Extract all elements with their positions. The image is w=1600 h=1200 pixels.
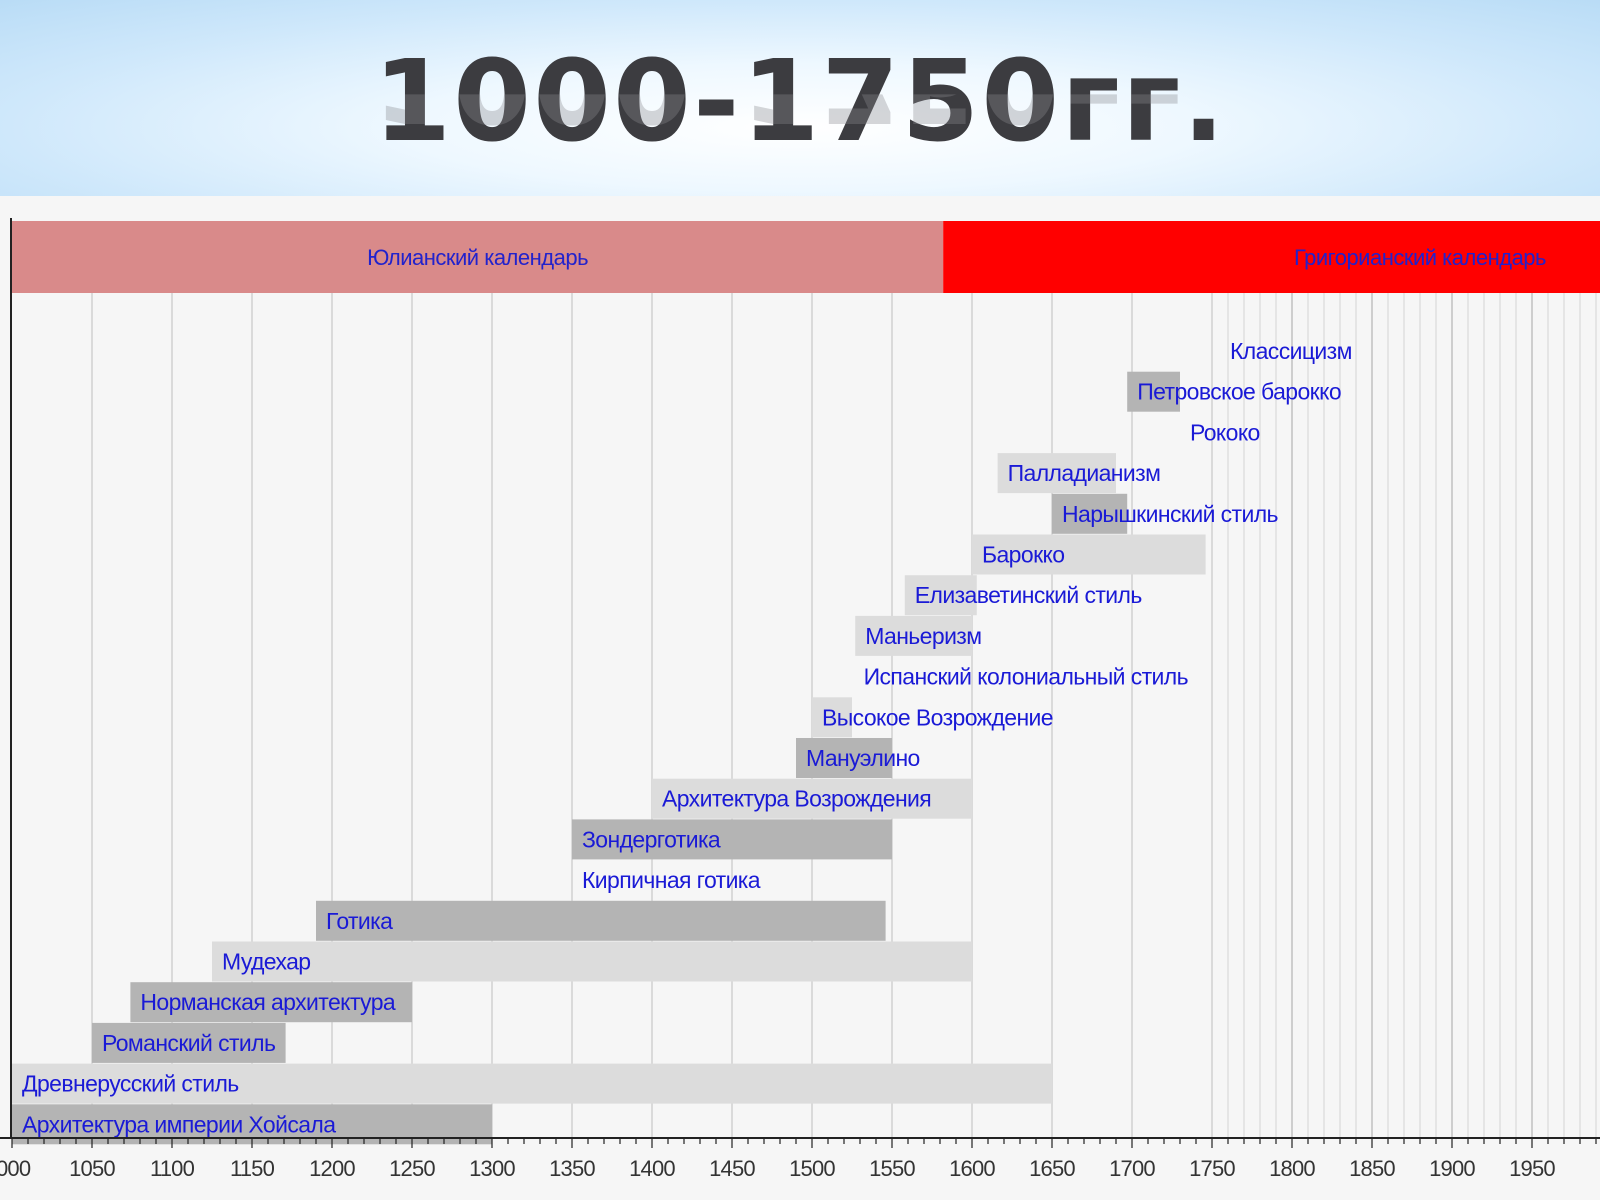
- style-label: Архитектура империи Хойсала: [22, 1111, 336, 1137]
- x-tick-label: 1250: [389, 1156, 435, 1181]
- x-tick-label: 1400: [629, 1156, 675, 1181]
- style-bar: [812, 697, 852, 738]
- x-tick-label: 1750: [1189, 1156, 1235, 1181]
- style-label: Древнерусский стиль: [22, 1071, 239, 1097]
- style-label: Маньеризм: [865, 623, 981, 649]
- x-tick-label: 1900: [1429, 1156, 1475, 1181]
- calendar-band-label: Юлианский календарь: [367, 245, 588, 270]
- style-bar: [972, 534, 1206, 575]
- style-bar: [1052, 493, 1128, 534]
- x-tick-label: 1650: [1029, 1156, 1075, 1181]
- x-tick-label: 1700: [1109, 1156, 1155, 1181]
- style-label: Мануэлино: [806, 745, 920, 771]
- x-tick-label: 000: [0, 1156, 31, 1181]
- style-label: Классицизм: [1230, 338, 1352, 364]
- style-label: Мудехар: [222, 949, 311, 975]
- style-bar: [1127, 371, 1180, 412]
- calendar-band: [943, 221, 1600, 293]
- style-label: Романский стиль: [102, 1030, 276, 1056]
- style-label: Норманская архитектура: [140, 989, 395, 1015]
- style-label: Петровское барокко: [1137, 379, 1341, 405]
- x-tick-label: 1350: [549, 1156, 595, 1181]
- x-tick-label: 1550: [869, 1156, 915, 1181]
- style-bar: [904, 575, 977, 616]
- style-label: Нарышкинский стиль: [1062, 501, 1279, 527]
- architecture-timeline-chart: Юлианский календарь Григорианский календа…: [0, 218, 1600, 1181]
- style-label: Готика: [326, 908, 393, 934]
- x-tick-label: 1200: [309, 1156, 355, 1181]
- slide-header: 1000-1750гг. 1000-1750гг.: [0, 0, 1600, 196]
- style-bar: [316, 900, 886, 941]
- style-bar: [997, 453, 1116, 494]
- style-label: Высокое Возрождение: [822, 704, 1053, 730]
- x-tick-label: 1800: [1269, 1156, 1315, 1181]
- style-label: Зондерготика: [582, 826, 721, 852]
- style-label: Елизаветинский стиль: [915, 582, 1143, 608]
- style-bar: [12, 1063, 1052, 1104]
- style-bar: [652, 778, 972, 819]
- style-label: Кирпичная готика: [582, 867, 761, 893]
- x-tick-label: 1850: [1349, 1156, 1395, 1181]
- x-tick-label: 1500: [789, 1156, 835, 1181]
- style-label: Рококо: [1190, 419, 1260, 445]
- x-tick-label: 1050: [69, 1156, 115, 1181]
- style-bar: [130, 982, 412, 1023]
- style-bar: [212, 941, 972, 982]
- x-tick-label: 1450: [709, 1156, 755, 1181]
- style-bar: [572, 819, 892, 860]
- x-tick-label: 1300: [469, 1156, 515, 1181]
- style-bar: [796, 738, 892, 778]
- style-label: Палладианизм: [1008, 460, 1161, 486]
- style-label: Испанский колониальный стиль: [864, 664, 1189, 690]
- style-bar: [92, 1022, 286, 1063]
- calendar-band: [12, 221, 944, 293]
- style-label: Барокко: [982, 542, 1064, 568]
- slide-title: 1000-1750гг.: [373, 37, 1227, 167]
- x-tick-label: 1950: [1509, 1156, 1555, 1181]
- x-tick-label: 1100: [150, 1156, 195, 1181]
- style-label: Архитектура Возрождения: [662, 786, 931, 812]
- x-tick-label: 1600: [949, 1156, 995, 1181]
- calendar-band-label: Григорианский календарь: [1294, 245, 1546, 270]
- style-bar: [855, 615, 972, 656]
- x-tick-label: 1150: [230, 1156, 275, 1181]
